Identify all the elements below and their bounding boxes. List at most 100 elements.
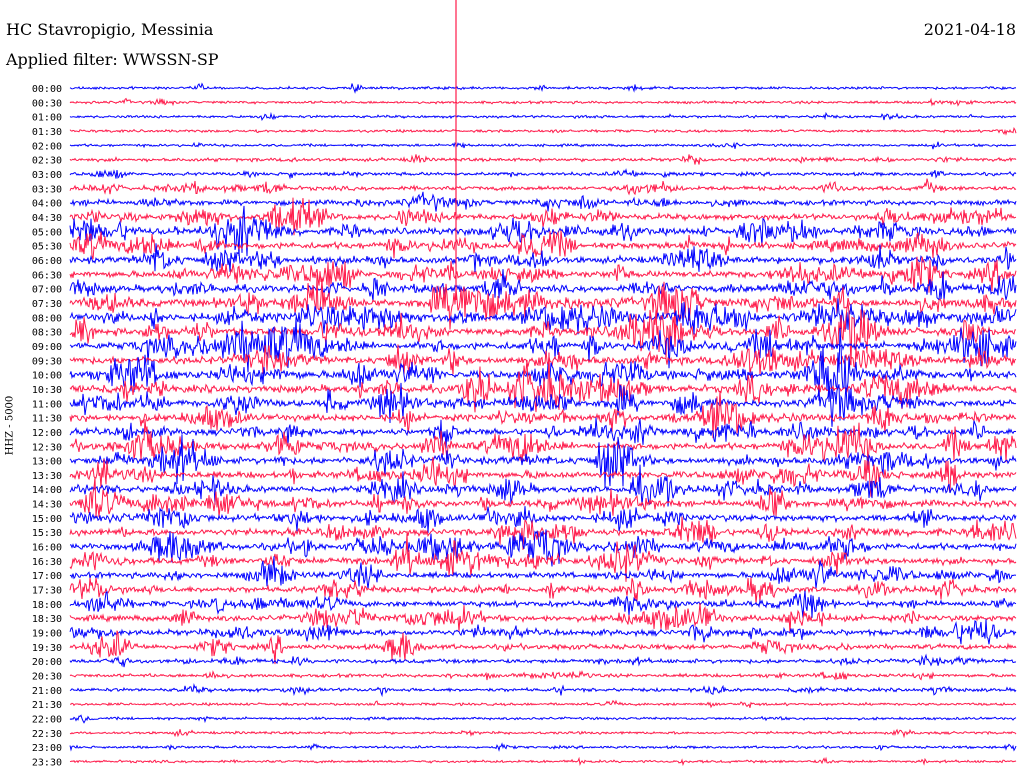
row-label: 10:30	[32, 385, 62, 396]
trace-line	[69, 756, 1017, 767]
row-label: 19:30	[32, 643, 62, 654]
trace-line	[69, 699, 1017, 709]
trace-line	[69, 382, 1017, 427]
trace-line	[69, 344, 1017, 376]
trace-group	[69, 0, 1017, 767]
trace-line	[69, 269, 1017, 302]
trace-line	[69, 352, 1017, 413]
row-label: 09:00	[32, 342, 62, 353]
row-label: 02:00	[32, 141, 62, 152]
trace-line	[69, 602, 1017, 634]
trace-line	[69, 742, 1017, 752]
row-label: 18:30	[32, 614, 62, 625]
trace-line	[69, 619, 1017, 645]
trace-line	[69, 630, 1017, 665]
row-label: 08:30	[32, 328, 62, 339]
trace-line	[69, 168, 1017, 180]
row-label: 20:00	[32, 657, 62, 668]
trace-line	[69, 728, 1017, 739]
row-label: 21:30	[32, 700, 62, 711]
row-label: 19:00	[32, 629, 62, 640]
row-label: 16:30	[32, 557, 62, 568]
row-label-group: 00:00 00:30 01:00 01:30 02:00 02:30 03:00 03:30…	[32, 84, 62, 769]
row-label: 12:30	[32, 442, 62, 453]
row-label: 09:30	[32, 356, 62, 367]
row-label: 03:30	[32, 184, 62, 195]
trace-line	[69, 82, 1017, 94]
trace-line	[69, 419, 1017, 466]
date-label: 2021-04-18	[923, 20, 1016, 39]
trace-line	[69, 327, 1017, 402]
trace-line	[69, 256, 1017, 293]
trace-line	[69, 477, 1017, 518]
row-label: 23:30	[32, 758, 62, 769]
trace-line	[69, 683, 1017, 698]
row-label: 12:00	[32, 428, 62, 439]
trace-line	[69, 298, 1017, 335]
trace-line	[69, 274, 1017, 334]
row-label: 17:30	[32, 586, 62, 597]
trace-line	[69, 653, 1017, 668]
row-label: 14:00	[32, 485, 62, 496]
trace-line	[69, 205, 1017, 257]
row-label: 13:30	[32, 471, 62, 482]
trace-line	[69, 154, 1017, 165]
trace-line	[69, 243, 1017, 273]
trace-line	[69, 590, 1017, 618]
trace-line	[69, 670, 1017, 681]
trace-line	[69, 178, 1017, 196]
row-label: 01:30	[32, 127, 62, 138]
trace-line	[69, 111, 1017, 122]
filter-label: Applied filter: WWSSN-SP	[6, 50, 219, 69]
trace-line	[69, 141, 1017, 150]
row-label: 13:00	[32, 457, 62, 468]
row-label: 22:00	[32, 715, 62, 726]
trace-line	[69, 390, 1017, 439]
row-label: 03:00	[32, 170, 62, 181]
row-label: 05:00	[32, 227, 62, 238]
row-label: 11:00	[32, 399, 62, 410]
row-label: 04:00	[32, 199, 62, 210]
trace-line	[69, 97, 1017, 107]
row-label: 05:30	[32, 242, 62, 253]
row-label: 04:30	[32, 213, 62, 224]
trace-line	[69, 577, 1017, 604]
row-label: 21:00	[32, 686, 62, 697]
row-label: 07:00	[32, 285, 62, 296]
trace-line	[69, 230, 1017, 260]
row-label: 00:00	[32, 84, 62, 95]
row-label: 20:30	[32, 672, 62, 683]
row-label: 15:30	[32, 528, 62, 539]
row-label: 17:00	[32, 571, 62, 582]
row-label: 02:30	[32, 156, 62, 167]
trace-line	[69, 317, 1017, 373]
row-label: 11:30	[32, 414, 62, 425]
row-label: 00:30	[32, 98, 62, 109]
row-label: 22:30	[32, 729, 62, 740]
trace-line	[69, 506, 1017, 534]
trace-line	[69, 464, 1017, 507]
trace-line	[69, 533, 1017, 582]
row-label: 23:00	[32, 743, 62, 754]
row-label: 16:00	[32, 543, 62, 554]
trace-line	[69, 434, 1017, 488]
trace-line	[69, 529, 1017, 567]
trace-line	[69, 714, 1017, 724]
row-label: 08:00	[32, 313, 62, 324]
station-title: HC Stavropigio, Messinia	[6, 20, 214, 39]
trace-line	[69, 516, 1017, 550]
trace-line	[69, 127, 1017, 136]
row-label: 06:30	[32, 270, 62, 281]
row-label: 06:00	[32, 256, 62, 267]
row-label: 14:30	[32, 500, 62, 511]
row-label: 01:00	[32, 113, 62, 124]
trace-line	[69, 191, 1017, 212]
trace-line	[69, 556, 1017, 590]
row-label: 18:00	[32, 600, 62, 611]
trace-line	[69, 302, 1017, 366]
trace-line	[69, 456, 1017, 497]
row-label: 15:00	[32, 514, 62, 525]
row-label: 07:30	[32, 299, 62, 310]
row-label: 10:00	[32, 371, 62, 382]
